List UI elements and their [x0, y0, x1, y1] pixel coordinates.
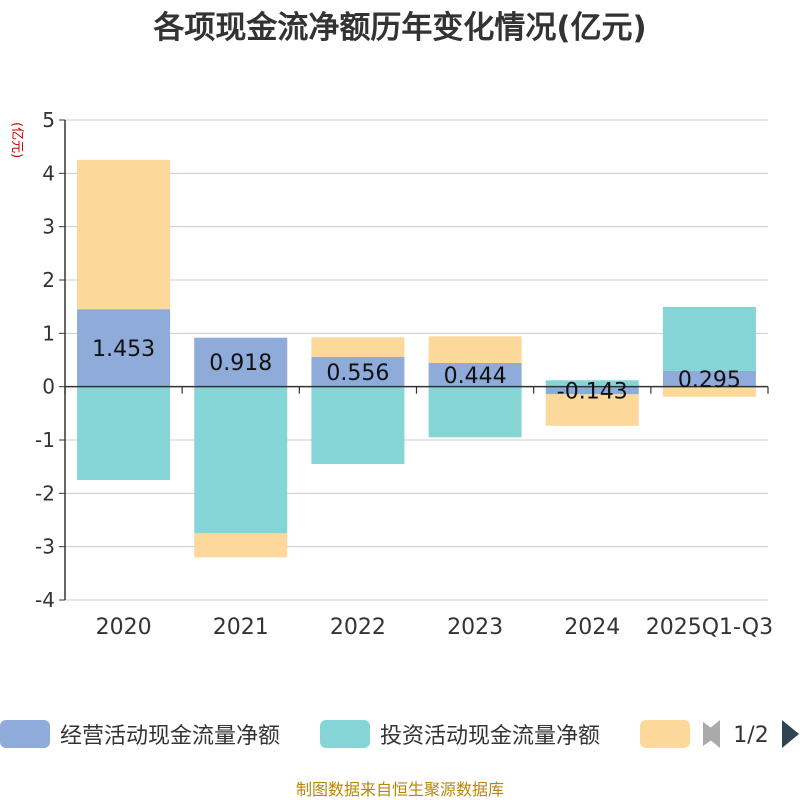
legend-swatch-1[interactable]	[0, 720, 50, 748]
y-tick-label: -3	[35, 535, 55, 559]
bar-series2-2022[interactable]	[311, 386, 405, 464]
data-label-2021: 0.918	[209, 351, 272, 376]
data-label-2022: 0.556	[326, 361, 389, 386]
y-tick-label: 2	[42, 268, 55, 292]
bar-series3-2023[interactable]	[428, 336, 522, 363]
legend-label-1[interactable]: 经营活动现金流量净额	[60, 724, 280, 749]
bar-series2-2021[interactable]	[194, 386, 288, 534]
bar-series3-2022[interactable]	[311, 337, 405, 358]
y-tick-label: 4	[42, 161, 55, 185]
y-tick-label: 1	[42, 321, 55, 345]
data-label-2023: 0.444	[444, 364, 507, 389]
bar-series1-2023[interactable]	[428, 362, 522, 387]
bar-series1-2022[interactable]	[311, 357, 405, 387]
bar-series3-2021[interactable]	[194, 533, 288, 558]
y-tick-label: -1	[35, 428, 55, 452]
bar-series3-2025Q1-Q3[interactable]	[662, 386, 756, 397]
legend-label-2[interactable]: 投资活动现金流量净额	[380, 724, 600, 749]
bar-series1-2025Q1-Q3[interactable]	[662, 370, 756, 387]
bar-series2-2024[interactable]	[545, 380, 639, 387]
y-tick-label: 3	[42, 215, 55, 239]
bar-series1-2020[interactable]	[77, 309, 171, 387]
bar-series1-2021[interactable]	[194, 337, 288, 387]
chart-title: 各项现金流净额历年变化情况(亿元)	[152, 10, 646, 46]
y-tick-label: 5	[42, 108, 55, 132]
x-tick-label: 2021	[213, 615, 269, 640]
y-tick-label: 0	[42, 375, 55, 399]
x-tick-label: 2022	[330, 615, 386, 640]
bar-series3-2020[interactable]	[77, 159, 171, 310]
bar-series2-2025Q1-Q3[interactable]	[662, 306, 756, 371]
bar-series2-2020[interactable]	[77, 386, 171, 480]
footer-source: 制图数据来自恒生聚源数据库	[296, 780, 504, 799]
legend-swatch-2[interactable]	[320, 720, 370, 748]
x-tick-label: 2020	[96, 615, 152, 640]
legend-swatch-3[interactable]	[640, 720, 690, 748]
bar-series3-2024[interactable]	[545, 394, 639, 426]
legend-page-indicator: 1/2	[733, 723, 768, 748]
bar-series2-2023[interactable]	[428, 386, 522, 438]
y-tick-label: -2	[35, 481, 55, 505]
legend-next-icon[interactable]	[782, 720, 799, 748]
y-tick-label: -4	[35, 588, 55, 612]
x-tick-label: 2023	[447, 615, 503, 640]
bar-series1-2024[interactable]	[545, 386, 639, 395]
data-label-2024: -0.143	[557, 379, 628, 404]
x-tick-label: 2024	[564, 615, 620, 640]
legend-prev-arrow-icon[interactable]	[703, 720, 720, 748]
y-axis-unit-label: (亿元)	[9, 122, 24, 158]
data-label-2025Q1-Q3: 0.295	[678, 368, 741, 393]
x-tick-label: 2025Q1-Q3	[646, 615, 773, 640]
data-label-2020: 1.453	[92, 337, 155, 362]
